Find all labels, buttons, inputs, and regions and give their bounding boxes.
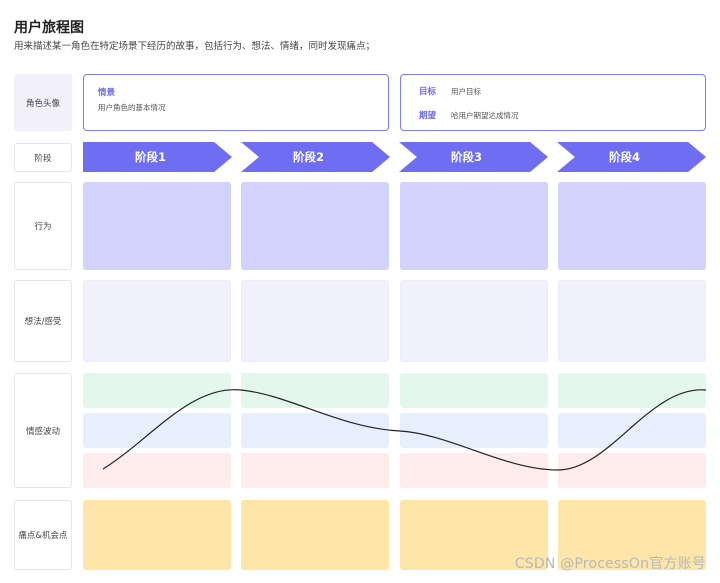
thought-cell-3[interactable] xyxy=(400,280,548,362)
emotion-mid-3 xyxy=(400,413,548,448)
row-label-emotion: 情感波动 xyxy=(14,373,72,488)
thought-cell-1[interactable] xyxy=(83,280,231,362)
goals-box[interactable]: 目标 用户目标 期望 哈用户期望达成情况 xyxy=(400,74,706,131)
emotion-mid-4 xyxy=(558,413,706,448)
expect-value: 哈用户期望达成情况 xyxy=(451,111,519,120)
behavior-cell-3[interactable] xyxy=(400,182,548,270)
emotion-high-3 xyxy=(400,373,548,408)
row-label-thought: 想法/感受 xyxy=(14,280,72,362)
behavior-cell-2[interactable] xyxy=(241,182,389,270)
emotion-low-4 xyxy=(558,453,706,488)
stage-2-arrow[interactable]: 阶段2 xyxy=(241,142,390,172)
row-label-stage: 阶段 xyxy=(14,143,72,172)
thought-cell-2[interactable] xyxy=(241,280,389,362)
page-title: 用户旅程图 xyxy=(14,20,84,36)
behavior-cell-1[interactable] xyxy=(83,182,231,270)
pain-cell-3[interactable] xyxy=(400,500,548,570)
scenario-box[interactable]: 情景 用户角色的基本情况 xyxy=(83,74,389,131)
stage-1-arrow[interactable]: 阶段1 xyxy=(83,142,232,172)
thought-cell-4[interactable] xyxy=(558,280,706,362)
expect-key: 期望 xyxy=(419,111,437,121)
goal-value: 用户目标 xyxy=(451,87,481,96)
scenario-heading: 情景 xyxy=(98,88,116,98)
pain-cell-4[interactable] xyxy=(558,500,706,570)
emotion-low-2 xyxy=(241,453,389,488)
emotion-mid-2 xyxy=(241,413,389,448)
stage-4-arrow[interactable]: 阶段4 xyxy=(557,142,706,172)
row-label-pain: 痛点&机会点 xyxy=(14,500,72,570)
goal-key: 目标 xyxy=(419,87,437,97)
page-subtitle: 用来描述某一角色在特定场景下经历的故事，包括行为、想法、情绪，同时发现痛点； xyxy=(14,41,376,52)
stage-3-label: 阶段3 xyxy=(450,150,482,164)
emotion-high-4 xyxy=(558,373,706,408)
stage-1-label: 阶段1 xyxy=(134,150,166,164)
pain-cell-2[interactable] xyxy=(241,500,389,570)
stage-3-arrow[interactable]: 阶段3 xyxy=(399,142,548,172)
emotion-high-1 xyxy=(83,373,231,408)
stage-4-label: 阶段4 xyxy=(608,150,640,164)
row-label-avatar: 角色头像 xyxy=(14,74,72,131)
stage-2-label: 阶段2 xyxy=(292,150,324,164)
pain-cell-1[interactable] xyxy=(83,500,231,570)
emotion-low-3 xyxy=(400,453,548,488)
behavior-cell-4[interactable] xyxy=(558,182,706,270)
emotion-curve[interactable] xyxy=(102,389,707,471)
watermark: CSDN @ProcessOn官方账号 xyxy=(514,556,706,572)
emotion-high-2 xyxy=(241,373,389,408)
row-label-behavior: 行为 xyxy=(14,182,72,270)
emotion-mid-1 xyxy=(83,413,231,448)
scenario-text: 用户角色的基本情况 xyxy=(98,103,166,112)
emotion-low-1 xyxy=(83,453,231,488)
